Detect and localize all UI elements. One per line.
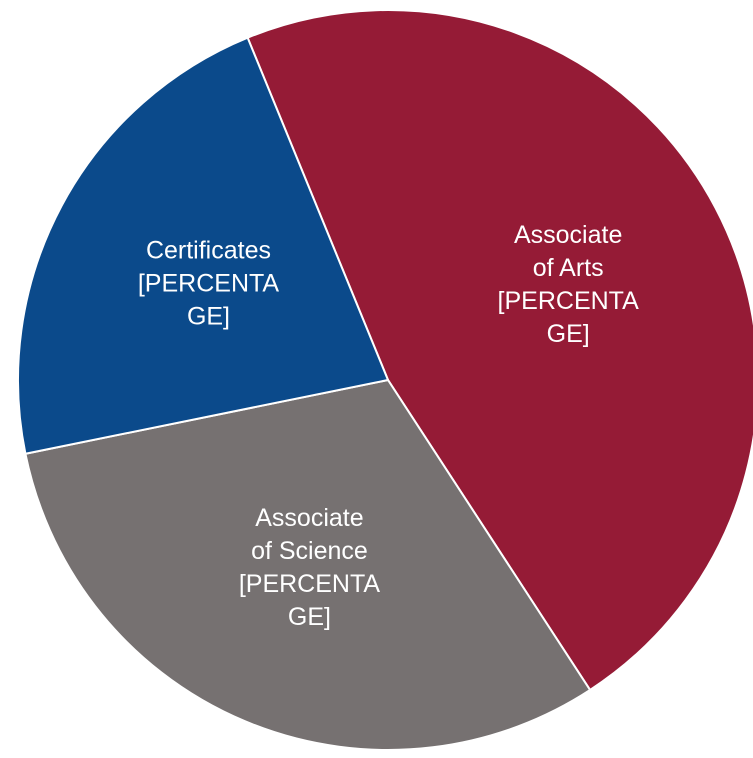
pie-slice [17,36,390,455]
value-label: [PERCENTAGE] [137,269,280,331]
category-label: Certificates [145,236,271,265]
pie-slice [24,378,592,751]
slice-label: Associate of Arts [PERCENTAGE] [493,219,643,351]
value-label: [PERCENTAGE] [238,569,381,631]
category-label: Associate of Science [251,503,368,565]
slice-label: Associate of Science [PERCENTAGE] [234,502,384,634]
category-label: Associate of Arts [513,221,623,283]
value-label: [PERCENTAGE] [497,287,639,349]
slice-label: Certificates [PERCENTAGE] [133,235,283,334]
pie-slice [246,9,753,692]
